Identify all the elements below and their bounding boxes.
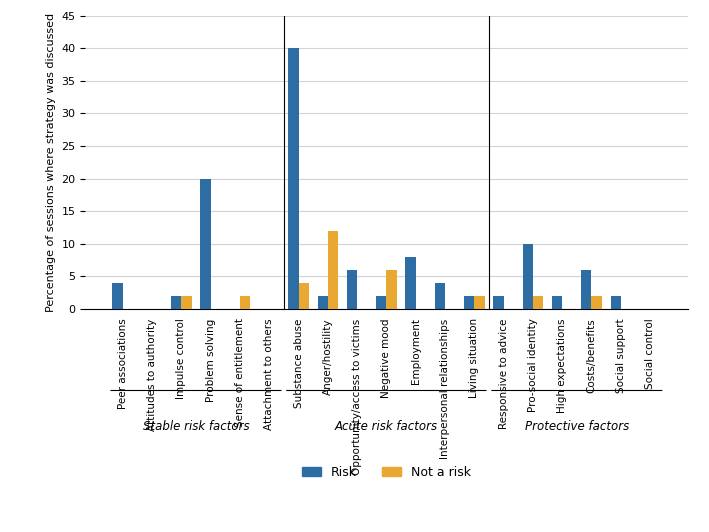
Bar (298, 282, 308, 309)
Bar (474, 296, 484, 309)
Bar (610, 296, 621, 309)
Bar (523, 244, 533, 309)
Text: Stable risk factors: Stable risk factors (143, 420, 250, 433)
Bar (171, 296, 182, 309)
Bar (113, 282, 123, 309)
Bar (182, 296, 191, 309)
Bar (406, 256, 415, 309)
Bar (347, 270, 357, 309)
Bar (581, 270, 591, 309)
Y-axis label: Percentage of sessions where strategy was discussed: Percentage of sessions where strategy wa… (45, 13, 56, 312)
Bar (328, 230, 338, 309)
Bar (533, 296, 543, 309)
Text: Protective factors: Protective factors (525, 420, 629, 433)
Bar (240, 296, 250, 309)
Bar (591, 296, 602, 309)
Bar (435, 282, 445, 309)
Bar (289, 48, 298, 309)
Bar (201, 179, 211, 309)
Bar (552, 296, 562, 309)
Bar (318, 296, 328, 309)
Bar (464, 296, 474, 309)
Bar (386, 270, 396, 309)
Text: Acute risk factors: Acute risk factors (335, 420, 438, 433)
Legend: Risk, Not a risk: Risk, Not a risk (297, 461, 476, 484)
Bar (493, 296, 503, 309)
Bar (376, 296, 386, 309)
